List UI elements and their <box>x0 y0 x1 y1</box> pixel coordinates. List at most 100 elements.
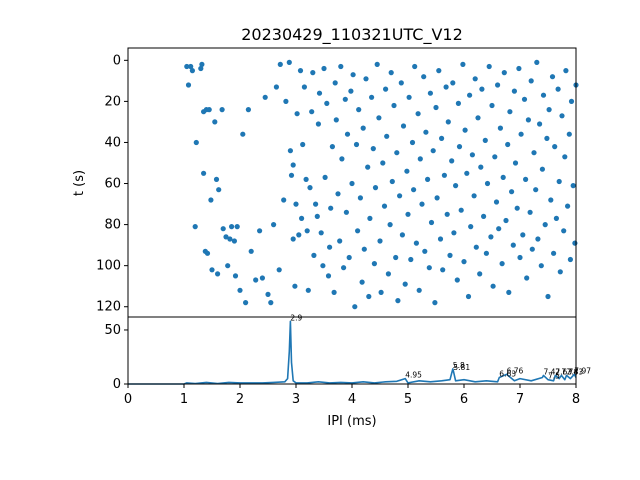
raster-point <box>234 224 240 230</box>
raster-point <box>367 215 373 221</box>
raster-y-tick-label: 120 <box>96 300 121 315</box>
raster-point <box>273 84 279 90</box>
raster-point <box>461 259 467 265</box>
raster-point <box>499 261 505 267</box>
raster-point <box>516 65 522 72</box>
raster-point <box>402 281 408 287</box>
raster-point <box>445 119 451 125</box>
histogram-y-tick-label: 50 <box>104 323 121 338</box>
raster-point <box>201 170 207 176</box>
raster-point <box>229 224 235 230</box>
raster-point <box>277 61 283 67</box>
raster-point <box>314 213 320 219</box>
raster-point <box>557 269 563 275</box>
raster-point <box>453 183 459 189</box>
raster-point <box>486 63 492 70</box>
raster-point <box>408 256 414 263</box>
raster-point <box>544 135 550 141</box>
raster-point <box>440 267 446 273</box>
raster-point <box>315 121 321 127</box>
raster-point <box>462 127 468 133</box>
raster-point <box>430 148 436 154</box>
raster-point <box>509 189 515 195</box>
raster-point <box>548 197 554 203</box>
raster-point <box>556 178 562 185</box>
raster-point <box>369 94 375 100</box>
raster-point <box>549 74 556 80</box>
raster-point <box>439 135 445 141</box>
raster-point <box>208 197 214 203</box>
raster-point <box>422 248 428 254</box>
raster-point <box>332 80 338 86</box>
raster-point <box>409 139 416 146</box>
raster-point <box>378 289 384 295</box>
raster-point <box>296 232 302 238</box>
raster-point <box>237 287 243 293</box>
raster-point <box>305 287 311 293</box>
raster-point <box>384 133 390 139</box>
raster-point <box>220 226 226 232</box>
raster-point <box>555 86 561 92</box>
raster-point <box>507 109 513 115</box>
raster-point <box>447 252 453 258</box>
raster-point <box>436 68 442 74</box>
raster-point <box>490 283 496 289</box>
raster-point <box>397 193 403 199</box>
raster-point <box>561 228 567 234</box>
raster-point <box>497 125 503 131</box>
histogram-frame <box>127 316 577 385</box>
peak-annotation: 4.95 <box>405 371 422 380</box>
raster-point <box>477 271 483 277</box>
peak-annotation: 7.83 <box>567 367 584 376</box>
raster-point <box>287 148 293 154</box>
raster-point <box>348 88 354 94</box>
raster-point <box>495 82 501 88</box>
raster-point <box>331 289 337 295</box>
raster-point <box>528 78 534 84</box>
raster-point <box>552 144 558 150</box>
raster-point <box>537 121 543 127</box>
peak-annotation: 7.63 <box>555 367 572 376</box>
histogram-x-tick-label: 3 <box>292 392 300 407</box>
raster-point <box>518 131 524 137</box>
raster-point <box>468 224 474 230</box>
histogram-annotations: 2.9 4.95 5.85.81 6.636.76 7.427.57.637.747.8… <box>290 313 591 380</box>
raster-point <box>322 174 328 180</box>
raster-point <box>288 172 295 178</box>
histogram-y-axis: 0 50 <box>104 323 128 392</box>
raster-point <box>209 267 215 273</box>
peak-annotation: 7.97 <box>574 366 591 375</box>
raster-point <box>318 230 324 236</box>
raster-point <box>206 107 212 113</box>
raster-y-tick-label: 80 <box>104 218 121 233</box>
raster-y-label: t (s) <box>72 170 87 196</box>
raster-point <box>464 170 470 176</box>
raster-point <box>529 246 535 252</box>
raster-point <box>460 61 466 67</box>
raster-point <box>304 228 310 234</box>
raster-point <box>380 160 386 166</box>
raster-point <box>423 129 429 135</box>
raster-y-tick-label: 20 <box>104 94 121 109</box>
raster-point <box>341 265 347 271</box>
raster-point <box>492 154 498 160</box>
histogram-x-tick-label: 8 <box>572 392 580 407</box>
raster-point <box>472 76 478 82</box>
peak-annotation: 7.74 <box>561 367 578 376</box>
raster-point <box>327 244 333 250</box>
raster-point <box>292 283 298 289</box>
raster-point <box>545 293 551 300</box>
raster-point <box>349 180 355 187</box>
raster-title: 20230429_110321UTC_V12 <box>241 25 463 45</box>
raster-point <box>225 263 231 269</box>
raster-point <box>262 94 268 100</box>
raster-point <box>451 230 457 236</box>
raster-point <box>199 61 205 67</box>
raster-point <box>377 238 383 244</box>
raster-point <box>421 74 427 80</box>
raster-point <box>383 86 389 92</box>
raster-point <box>514 205 520 211</box>
raster-point <box>365 164 371 170</box>
raster-point <box>568 98 575 104</box>
